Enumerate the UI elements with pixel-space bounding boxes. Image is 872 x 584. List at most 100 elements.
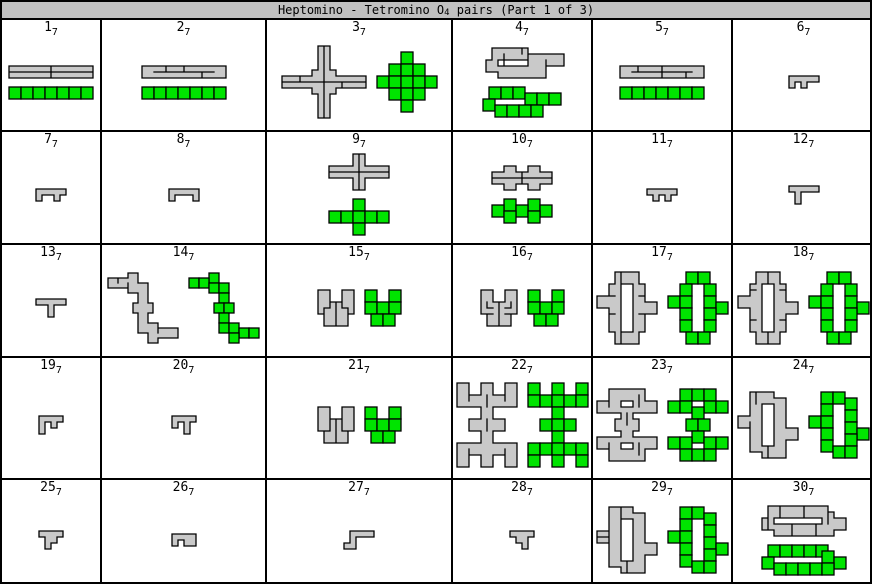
pair-cell-17: 177 [593,245,733,358]
heptomino-tiling-figure [316,288,355,327]
pair-cell-8: 87 [102,132,267,245]
cell-label-7: 77 [44,132,58,151]
figures-15 [316,261,402,354]
tetromino-o4-tiling-figure [482,85,562,118]
pair-cell-4: 47 [453,20,593,132]
cell-label-24: 247 [792,358,815,377]
heptomino-tiling-figure [170,415,197,435]
tetromino-o4-tiling-figure [760,543,847,576]
figures-10 [491,148,553,241]
cell-label-3: 37 [352,20,366,39]
figures-24 [737,374,870,476]
pair-cell-25: 257 [2,480,102,582]
figures-17 [595,261,729,354]
heptomino-tiling-figure [485,46,565,79]
figures-8 [167,148,200,241]
heptomino-tiling-figure [455,382,518,468]
cell-label-22: 227 [511,358,533,377]
figures-20 [170,374,197,476]
heptomino-tiling-figure [328,153,390,191]
figures-12 [787,148,820,241]
pair-cell-16: 167 [453,245,593,358]
cell-label-28: 287 [511,480,533,499]
heptomino-tiling-figure [787,75,820,89]
tetromino-o4-tiling-figure [375,51,438,113]
cell-label-4: 47 [515,20,529,39]
tetromino-o4-tiling-figure [526,382,589,468]
pair-cell-11: 117 [593,132,733,245]
figures-19 [38,374,64,476]
heptomino-tiling-figure [280,45,367,119]
pair-cell-2: 27 [102,20,267,132]
heptomino-tiling-figure [595,506,658,574]
cell-label-6: 67 [796,20,811,39]
figures-29 [595,496,729,582]
tetromino-o4-tiling-figure [363,406,402,444]
pair-cell-20: 207 [102,358,267,480]
cell-label-11: 117 [651,132,673,151]
heptomino-tiling-figure [737,270,799,345]
figures-7 [35,148,67,241]
pair-cell-5: 57 [593,20,733,132]
cell-label-18: 187 [792,245,815,264]
figures-18 [737,261,870,354]
heptomino-tiling-figure [140,64,227,79]
tetromino-o4-tiling-figure [808,391,870,459]
cell-label-27: 277 [348,480,370,499]
tetromino-o4-tiling-figure [188,271,260,344]
pair-cell-23: 237 [593,358,733,480]
pair-cell-1: 17 [2,20,102,132]
figures-2 [140,36,227,128]
heptomino-tiling-figure [491,165,553,191]
tetromino-o4-tiling-figure [491,198,553,224]
pairs-grid: 17 27 37 47 57 67 77 87 97 107 117 127 137 147 157 167 1… [2,20,870,582]
cell-label-29: 297 [651,480,673,499]
pair-cell-24: 247 [733,358,870,480]
cell-label-10: 107 [511,132,533,151]
heptomino-tiling-figure [170,533,197,547]
figures-23 [595,374,729,476]
heptomino-tiling-figure [737,391,799,459]
tetromino-o4-tiling-figure [619,85,705,100]
figures-5 [619,36,705,128]
cell-label-2: 27 [176,20,191,39]
tetromino-o4-tiling-figure [666,506,729,574]
pair-cell-15: 157 [267,245,453,358]
pair-cell-19: 197 [2,358,102,480]
cell-label-13: 137 [40,245,62,264]
cell-label-12: 127 [792,132,815,151]
cell-label-16: 167 [511,245,533,264]
heptomino-tiling-figure [167,187,200,202]
cell-label-1: 17 [44,20,58,39]
cell-label-30: 307 [792,480,815,499]
pair-cell-30: 307 [733,480,870,582]
pair-cell-21: 217 [267,358,453,480]
figures-21 [316,374,402,476]
heptomino-tiling-figure [787,184,820,205]
cell-label-14: 147 [172,245,195,264]
figures-3 [280,36,438,128]
figures-14 [107,261,260,354]
cell-label-9: 97 [352,132,366,151]
cell-label-5: 57 [655,20,669,39]
figures-27 [343,496,375,582]
tetromino-o4-tiling-figure [666,388,729,462]
cell-label-23: 237 [651,358,673,377]
tetromino-o4-tiling-figure [526,288,565,327]
heptomino-tiling-figure [619,64,705,79]
figures-25 [38,496,64,582]
figures-1 [8,36,94,128]
cell-label-19: 197 [40,358,62,377]
cell-label-26: 267 [172,480,195,499]
pair-cell-26: 267 [102,480,267,582]
pair-cell-22: 227 [453,358,593,480]
cell-label-25: 257 [40,480,62,499]
figures-9 [328,148,390,241]
figures-13 [35,261,67,354]
figures-6 [787,36,820,128]
tetromino-o4-tiling-figure [328,198,390,236]
heptomino-tiling-figure [479,288,518,327]
pair-cell-13: 137 [2,245,102,358]
pair-cell-27: 277 [267,480,453,582]
